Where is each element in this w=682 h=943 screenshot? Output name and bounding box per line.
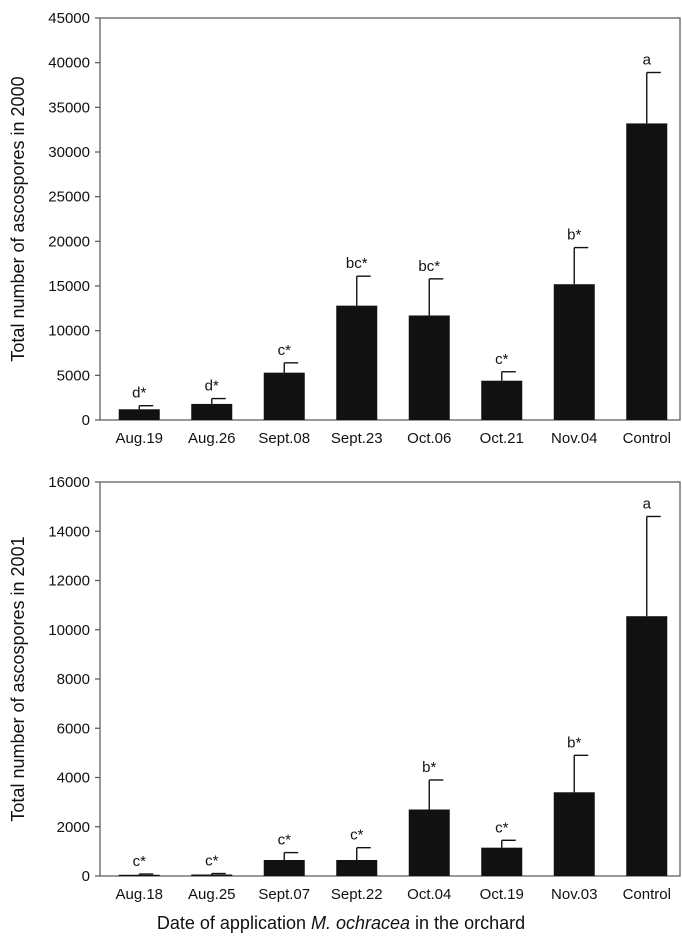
significance-label: a <box>643 51 652 68</box>
y-tick-label: 10000 <box>48 323 90 340</box>
bar <box>191 404 232 420</box>
y-tick-label: 25000 <box>48 189 90 206</box>
x-tick-label: Control <box>623 886 671 903</box>
panel-2000: 0 5000 10000 15000 20000 25000 30000 35000 40000… <box>8 10 680 447</box>
significance-label: bc* <box>346 255 368 272</box>
significance-label: b* <box>567 227 581 244</box>
bar <box>481 848 522 876</box>
x-tick-label: Nov.03 <box>551 886 597 903</box>
significance-label: bc* <box>418 258 440 275</box>
y-tick-label: 35000 <box>48 99 90 116</box>
significance-label: c* <box>278 832 292 849</box>
panel-2001: 0 2000 4000 6000 8000 10000 12000 14000 16000 Tot… <box>8 474 680 903</box>
significance-label: c* <box>278 342 292 359</box>
significance-label: c* <box>495 351 509 368</box>
y-tick-label: 10000 <box>48 622 90 639</box>
significance-label: b* <box>567 734 581 751</box>
significance-label: c* <box>495 819 509 836</box>
x-tick-label: Sept.22 <box>331 886 383 903</box>
y-tick-label: 12000 <box>48 573 90 590</box>
y-tick-label: 0 <box>82 868 90 885</box>
y-tick-label: 45000 <box>48 10 90 27</box>
x-tick-label: Oct.21 <box>480 430 524 447</box>
y-tick-label: 14000 <box>48 523 90 540</box>
significance-label: b* <box>422 759 436 776</box>
significance-label: a <box>643 495 652 512</box>
x-axis-title-suffix: in the orchard <box>410 913 525 933</box>
x-axis-title-prefix: Date of application <box>157 913 311 933</box>
y-tick-label: 8000 <box>57 671 90 688</box>
y-axis-title: Total number of ascospores in 2001 <box>8 536 28 821</box>
y-tick-label: 5000 <box>57 367 90 384</box>
bar <box>409 810 450 876</box>
y-tick-label: 40000 <box>48 55 90 72</box>
x-tick-label: Sept.07 <box>258 886 310 903</box>
bar <box>264 860 305 876</box>
x-tick-label: Oct.19 <box>480 886 524 903</box>
x-tick-label: Oct.04 <box>407 886 451 903</box>
bar <box>119 409 160 420</box>
y-tick-label: 2000 <box>57 819 90 836</box>
x-axis-title-species: M. ochracea <box>311 913 410 933</box>
x-tick-label: Sept.08 <box>258 430 310 447</box>
bar <box>409 315 450 420</box>
significance-label: d* <box>205 378 219 395</box>
y-tick-label: 20000 <box>48 233 90 250</box>
x-tick-label: Aug.18 <box>115 886 163 903</box>
bar <box>554 792 595 876</box>
x-tick-label: Aug.26 <box>188 430 236 447</box>
x-tick-label: Nov.04 <box>551 430 597 447</box>
x-tick-label: Aug.19 <box>115 430 163 447</box>
y-axis-title: Total number of ascospores in 2000 <box>8 76 28 361</box>
significance-label: c* <box>350 827 364 844</box>
bar <box>336 860 377 876</box>
x-axis-title: Date of application M. ochracea in the o… <box>0 913 682 934</box>
bar <box>336 306 377 420</box>
significance-label: c* <box>205 853 219 870</box>
bar <box>626 123 667 420</box>
x-tick-label: Sept.23 <box>331 430 383 447</box>
y-tick-label: 0 <box>82 412 90 429</box>
y-tick-label: 4000 <box>57 770 90 787</box>
bar <box>264 373 305 420</box>
y-tick-label: 30000 <box>48 144 90 161</box>
y-tick-label: 16000 <box>48 474 90 491</box>
x-tick-label: Oct.06 <box>407 430 451 447</box>
x-tick-label: Aug.25 <box>188 886 236 903</box>
x-tick-label: Control <box>623 430 671 447</box>
bar <box>554 284 595 420</box>
bar <box>119 875 160 876</box>
y-tick-label: 15000 <box>48 278 90 295</box>
y-tick-label: 6000 <box>57 720 90 737</box>
bar <box>626 616 667 876</box>
bar <box>191 875 232 876</box>
significance-label: c* <box>133 853 147 870</box>
bar <box>481 381 522 420</box>
significance-label: d* <box>132 385 146 402</box>
